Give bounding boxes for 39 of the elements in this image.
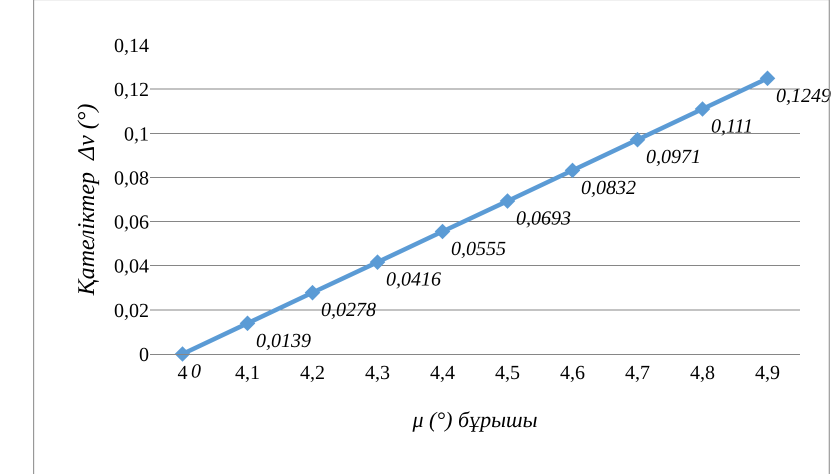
point: [630, 132, 646, 148]
y-tick-label: 0,12: [114, 79, 149, 102]
y-tick-label: 0,04: [114, 256, 149, 278]
data-label: 0: [191, 360, 201, 382]
y-tick-label: 0,14: [114, 35, 149, 57]
y-axis-title: Қателіктер Δv (°): [74, 104, 100, 296]
y-tick-label: 0,02: [114, 300, 149, 322]
point: [760, 70, 776, 86]
y-tick-label: 0: [139, 344, 149, 366]
data-label: 0,0416: [386, 268, 441, 291]
x-tick-label: 4,5: [495, 362, 520, 384]
point: [500, 193, 516, 209]
y-tick-label: 0,08: [114, 167, 149, 190]
x-tick-label: 4,7: [625, 362, 650, 384]
x-tick-label: 4,4: [430, 362, 455, 384]
data-label: 0,0832: [581, 176, 636, 199]
data-label: 0,0555: [451, 238, 506, 260]
point: [304, 284, 320, 300]
data-label: 0,111: [711, 116, 754, 138]
point: [240, 316, 256, 332]
y-tick-label: 0,1: [124, 123, 149, 146]
x-axis-title: μ (°) бұрышы: [412, 406, 538, 432]
data-label: 0,0139: [256, 330, 311, 352]
point: [694, 101, 710, 117]
data-label: 0,0971: [646, 146, 701, 168]
point: [434, 224, 450, 240]
x-tick-label: 4,8: [690, 362, 715, 384]
x-tick-label: 4,6: [560, 362, 585, 384]
x-tick-label: 4,1: [235, 362, 260, 384]
x-tick-label: 4,9: [755, 362, 780, 384]
point: [370, 254, 386, 270]
x-tick-label: 4,2: [300, 362, 325, 384]
y-tick-label: 0,06: [114, 212, 149, 234]
data-label: 0,0278: [321, 299, 376, 322]
x-tick-label: 4: [178, 362, 188, 384]
data-label: 0,1249: [776, 84, 831, 107]
x-tick-label: 4,3: [365, 362, 390, 384]
point: [564, 162, 580, 178]
data-label: 0,0693: [516, 208, 571, 230]
